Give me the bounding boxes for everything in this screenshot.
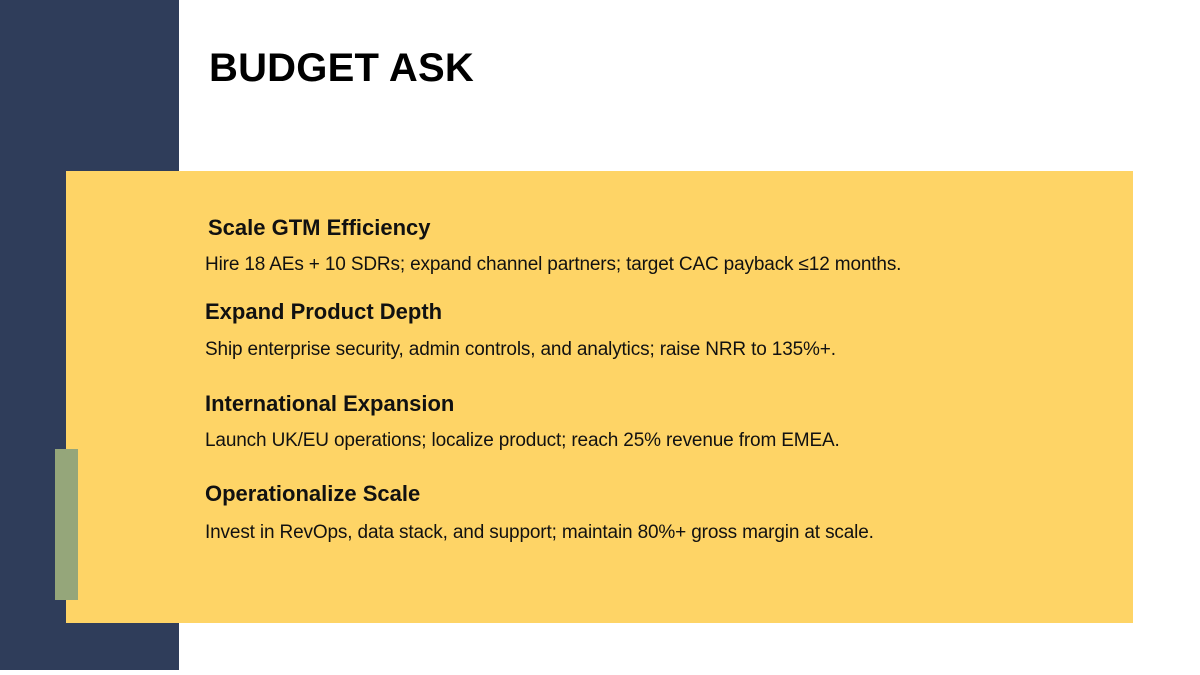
- item-heading: Operationalize Scale: [205, 481, 421, 506]
- item-heading: Expand Product Depth: [205, 299, 443, 324]
- item-description: Launch UK/EU operations; localize produc…: [205, 430, 840, 451]
- item-heading: International Expansion: [205, 391, 455, 416]
- item-description: Ship enterprise security, admin controls…: [205, 339, 836, 360]
- item-description: Invest in RevOps, data stack, and suppor…: [205, 522, 874, 543]
- slide-title: BUDGET ASK: [209, 46, 474, 90]
- accent-bar: [55, 449, 78, 600]
- item-description: Hire 18 AEs + 10 SDRs; expand channel pa…: [205, 254, 902, 275]
- content-panel: [66, 171, 1133, 623]
- item-heading: Scale GTM Efficiency: [208, 215, 431, 240]
